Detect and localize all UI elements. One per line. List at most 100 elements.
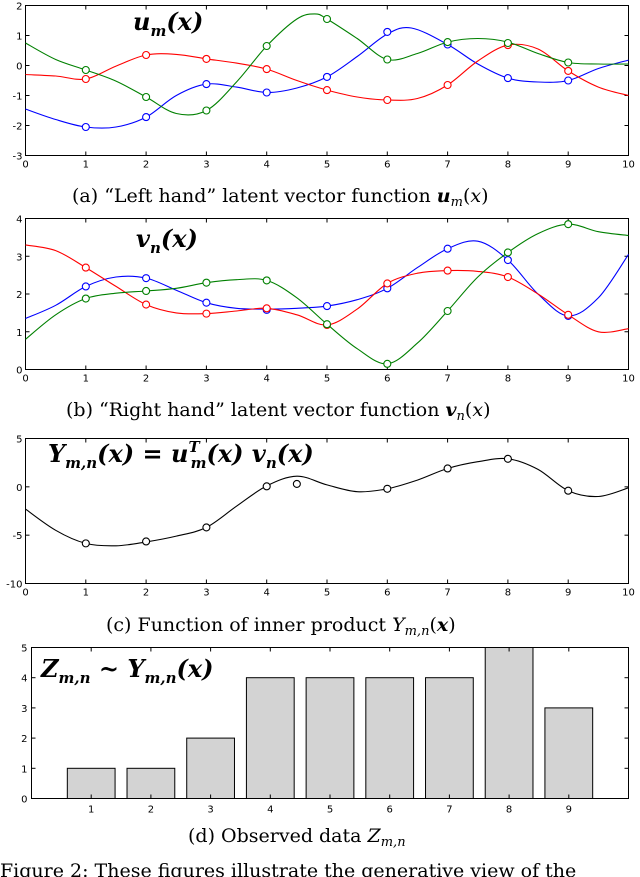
data-point-a-2 [202,106,211,115]
data-point-a-2 [262,41,271,51]
panel-d-caption: (d) Observed data Zm,n [188,825,406,850]
x-tick-label-c: 4 [264,588,270,599]
data-point-a-0 [383,27,392,36]
data-point-b-2 [564,220,573,229]
data-point-a-0 [202,80,211,89]
data-point-b-1 [503,272,512,282]
panel-d: 1 2 3 4 5 6 7 8 9 0 1 2 3 4 5 Zm,n ~ Ym,n(x) (d) Obser… [21,644,629,850]
data-point-b-1 [564,310,573,319]
data-point-b-1 [383,279,392,288]
bar-8 [484,647,534,799]
bar-7 [425,677,474,800]
x-tick-label-d: 6 [387,805,393,816]
x-tick-label-a: 7 [444,160,450,171]
y-tick-label-d: 4 [21,674,27,685]
data-point-a-0 [564,76,573,85]
x-tick-label-a: 2 [143,160,149,171]
y-tick-label-c: 0 [16,483,22,494]
data-point-a-2 [443,38,452,47]
y-tick-label-a: -1 [13,92,23,103]
panel-c-title: Ym,n(x) = uT m(x) vn(x) [48,438,314,472]
data-point-b-2 [503,248,512,257]
data-point-b-0 [322,302,332,311]
x-tick-label-c: 7 [444,588,450,599]
y-tick-label-c: -5 [13,531,23,542]
x-tick-label-a: 4 [264,160,270,171]
x-tick-label-d: 8 [506,805,512,816]
data-point-b-0 [142,274,151,283]
bar-5 [305,677,355,800]
data-point-a-0 [142,113,151,122]
y-tick-label-d: 1 [21,764,27,775]
x-tick-label-c: 6 [384,588,390,599]
data-point-c-0 [202,523,211,532]
x-tick-label-d: 2 [148,805,154,816]
bar-2 [126,767,176,799]
x-tick-label-a: 0 [22,160,28,171]
x-tick-label-a: 9 [565,160,571,171]
data-point-b-0 [443,244,452,253]
data-point-a-1 [383,95,392,105]
y-tick-label-a: 1 [16,32,22,43]
series-line-b-1 [25,244,629,333]
x-tick-label-b: 3 [203,374,209,385]
x-tick-label-a: 3 [203,160,209,171]
panel-b-title: vn(x) [136,224,198,257]
x-tick-label-b: 0 [22,374,28,385]
y-tick-label-b: 1 [16,328,22,339]
y-tick-label-c: -10 [6,580,22,591]
data-point-a-2 [322,14,332,24]
bar-3 [186,737,235,799]
data-point-a-2 [142,92,151,102]
data-point-a-1 [262,65,271,74]
data-point-a-1 [322,86,332,95]
bar-4 [245,677,295,800]
x-tick-label-b: 6 [384,374,390,385]
panel-a-title: um(x) [133,7,203,40]
x-tick-label-c: 10 [622,588,635,599]
y-tick-label-b: 3 [16,252,22,263]
y-tick-label-a: -3 [13,152,23,163]
panel-a: 0 1 2 3 4 5 6 7 8 9 10 -3 -2 -1 0 1 2 um(x) (a) “Left ha… [13,2,635,211]
data-point-c-0 [292,479,301,488]
data-point-a-2 [503,38,512,48]
data-point-b-0 [81,282,90,291]
x-tick-label-a: 5 [324,160,330,171]
data-point-b-2 [383,359,392,368]
x-tick-label-a: 1 [83,160,89,171]
panel-a-caption: (a) “Left hand” latent vector function u… [72,185,489,210]
x-tick-label-a: 8 [505,160,511,171]
x-tick-label-c: 1 [83,588,89,599]
y-tick-label-a: 2 [16,2,22,13]
data-point-a-1 [81,74,90,84]
bar-6 [365,677,415,800]
data-point-b-0 [503,255,512,265]
data-point-a-2 [81,65,90,75]
data-point-c-0 [443,464,452,473]
bar-9 [544,707,594,800]
data-point-b-1 [142,300,151,309]
y-tick-label-c: 5 [16,435,22,446]
y-tick-label-b: 0 [16,366,22,377]
panel-d-title: Zm,n ~ Ym,n(x) [40,654,214,687]
x-tick-label-b: 5 [324,374,330,385]
data-point-a-1 [142,50,151,60]
x-tick-label-d: 3 [207,805,213,816]
x-tick-label-d: 1 [88,805,94,816]
figure-footer: Figure 2: These figures illustrate the g… [0,860,576,877]
x-tick-label-d: 7 [446,805,452,816]
x-tick-label-d: 9 [566,805,572,816]
data-point-b-2 [322,320,332,329]
data-point-b-1 [443,266,452,275]
data-point-b-2 [81,294,90,303]
data-point-b-1 [262,304,271,313]
panel-b: 0 1 2 3 4 5 6 7 8 9 10 0 1 2 3 4 vn(x) (b) “Right hand”… [16,215,635,425]
panel-c-caption: (c) Function of inner product Ym,n(x) [106,614,456,639]
data-point-b-1 [202,309,211,318]
data-point-b-2 [262,276,271,285]
x-tick-label-c: 9 [565,588,571,599]
y-tick-label-d: 5 [21,644,27,655]
x-tick-label-b: 7 [444,374,450,385]
data-point-c-0 [503,454,512,463]
